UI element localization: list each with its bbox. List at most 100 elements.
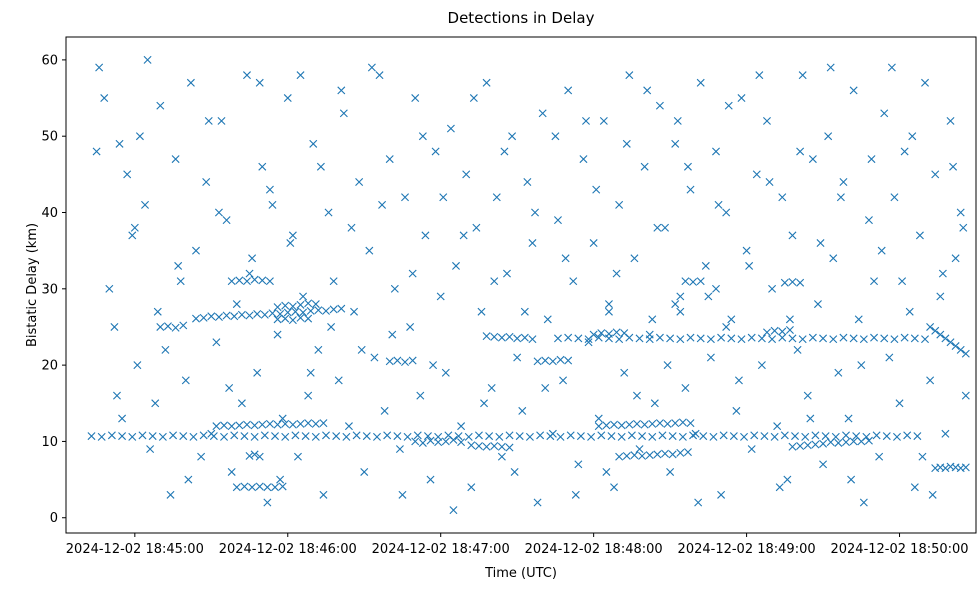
data-point (612, 328, 621, 337)
data-point (775, 483, 784, 492)
data-point (936, 330, 945, 339)
data-point (151, 399, 160, 408)
data-point (778, 327, 787, 336)
data-point (411, 437, 420, 446)
data-point (671, 139, 680, 148)
data-point (785, 315, 794, 324)
data-point (390, 284, 399, 293)
data-point (673, 116, 682, 125)
data-point (482, 332, 491, 341)
data-point (258, 276, 267, 285)
data-point (834, 368, 843, 377)
data-point (309, 139, 318, 148)
data-point (528, 239, 537, 248)
data-point (253, 368, 262, 377)
data-point (367, 63, 376, 72)
data-point (622, 139, 631, 148)
data-point (686, 419, 695, 428)
data-point (620, 368, 629, 377)
data-point (696, 78, 705, 87)
data-point (872, 431, 881, 440)
data-point (370, 353, 379, 362)
data-point (655, 333, 664, 342)
data-point (497, 333, 506, 342)
data-point (765, 177, 774, 186)
data-point (727, 315, 736, 324)
data-point (515, 432, 524, 441)
data-point (163, 322, 172, 331)
data-point (281, 432, 290, 441)
data-point (477, 307, 486, 316)
data-point (118, 432, 127, 441)
data-point (439, 193, 448, 202)
data-point (553, 216, 562, 225)
data-point (133, 361, 142, 370)
data-point (541, 356, 550, 365)
data-point (859, 335, 868, 344)
data-point (314, 306, 323, 315)
data-point (130, 223, 139, 232)
data-point (278, 482, 287, 491)
data-point (574, 460, 583, 469)
data-point (263, 498, 272, 507)
y-tick-label: 20 (41, 359, 58, 374)
data-point (230, 431, 239, 440)
data-point (520, 307, 529, 316)
data-point (602, 467, 611, 476)
data-point (449, 506, 458, 515)
data-point (946, 338, 955, 347)
data-point (880, 334, 889, 343)
data-point (176, 277, 185, 286)
data-point (742, 246, 751, 255)
data-point (574, 334, 583, 343)
data-point (645, 451, 654, 460)
data-point (474, 442, 483, 450)
data-point (956, 208, 965, 217)
data-point (380, 406, 389, 415)
data-point (242, 71, 251, 80)
data-point (316, 162, 325, 171)
data-point (928, 490, 937, 499)
data-point (311, 419, 320, 428)
data-point (324, 208, 333, 217)
data-point (115, 139, 124, 148)
data-point (288, 316, 297, 325)
data-point (620, 329, 629, 338)
data-point (778, 333, 787, 342)
data-point (956, 345, 965, 354)
data-point (768, 284, 777, 293)
data-point (806, 414, 815, 423)
data-point (467, 441, 476, 450)
data-point (220, 432, 229, 441)
data-point (408, 356, 417, 365)
data-point (587, 432, 596, 441)
data-point (255, 452, 264, 461)
data-point (849, 86, 858, 95)
data-point (668, 432, 677, 441)
data-point (408, 269, 417, 278)
data-point (306, 368, 315, 377)
data-point (949, 162, 958, 171)
data-point (819, 439, 828, 448)
data-point (926, 322, 935, 331)
data-point (857, 437, 866, 446)
data-point (796, 442, 805, 450)
data-point (248, 254, 257, 263)
data-point (146, 445, 155, 454)
data-point (332, 432, 341, 441)
data-point (378, 200, 387, 209)
data-point (217, 116, 226, 125)
data-point (242, 277, 251, 286)
data-point (401, 358, 410, 367)
data-point (599, 116, 608, 125)
data-point (296, 300, 305, 309)
data-point (663, 361, 672, 370)
data-point (232, 483, 241, 492)
data-point (569, 277, 578, 286)
data-point (829, 335, 838, 344)
data-point (564, 86, 573, 95)
data-point (791, 432, 800, 441)
data-point (622, 451, 631, 460)
y-tick-label: 10 (41, 435, 58, 450)
data-point (676, 292, 685, 301)
